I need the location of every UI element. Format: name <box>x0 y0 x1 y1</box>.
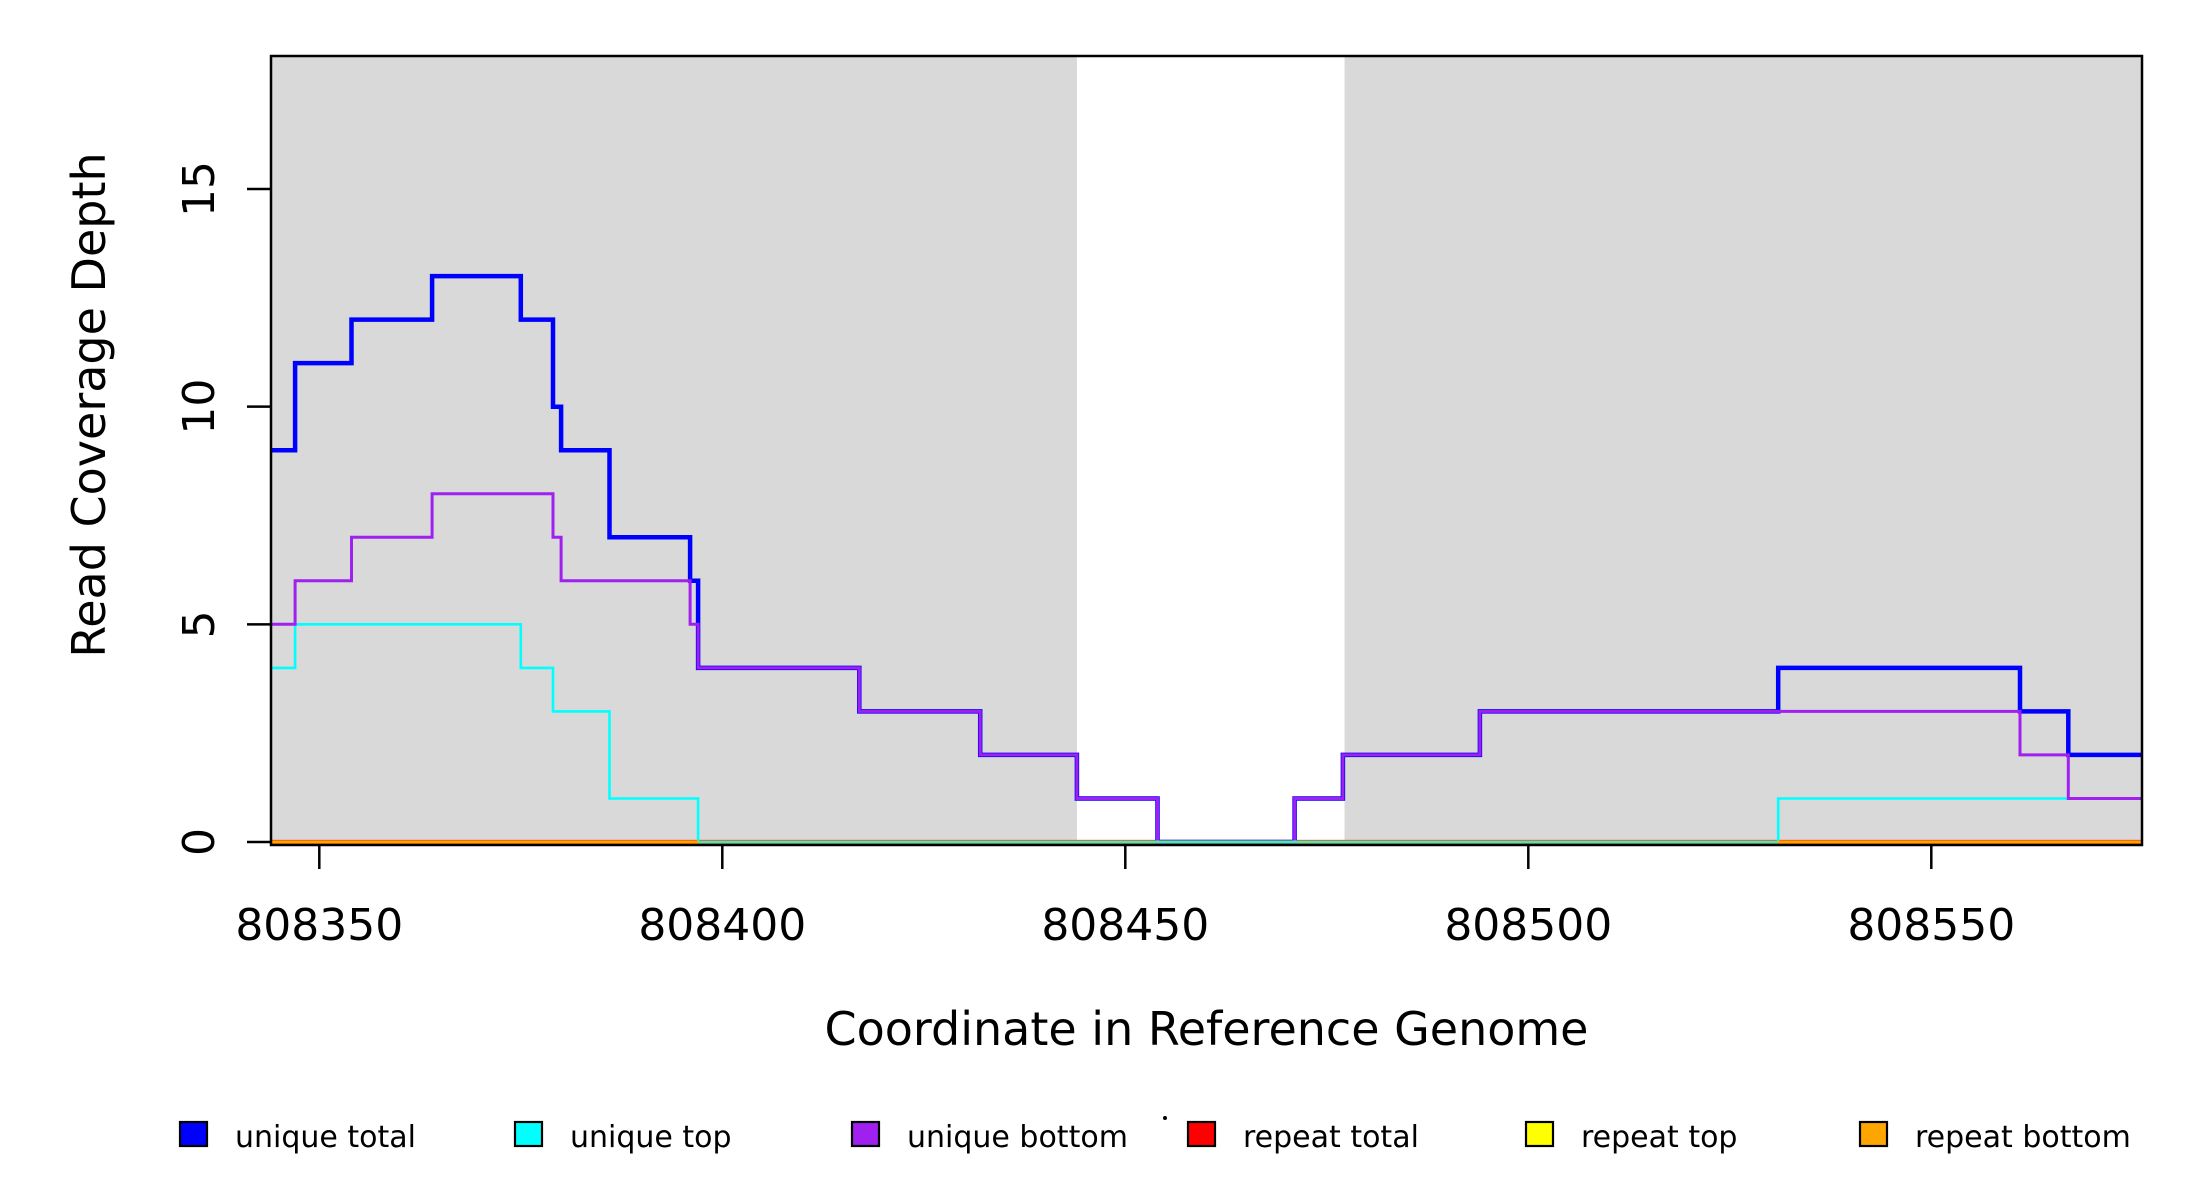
gray-block-left <box>270 56 1077 845</box>
stray-dot-artifact <box>1163 1116 1167 1120</box>
legend-swatch-repeat-top <box>1524 1120 1555 1148</box>
x-axis-tick-label: 808350 <box>235 900 403 951</box>
x-axis-title: Coordinate in Reference Genome <box>825 1002 1589 1056</box>
series-line-unique-bottom <box>270 492 2143 844</box>
y-axis-tick-label: 15 <box>174 161 225 217</box>
legend-swatch-unique-top <box>513 1120 544 1148</box>
plot-box <box>269 54 2144 847</box>
legend-swatch-repeat-bottom <box>1858 1120 1889 1148</box>
legend-label-unique-bottom: unique bottom <box>907 1120 1128 1155</box>
legend-swatch-unique-bottom <box>850 1120 881 1148</box>
y-axis-title: Read Coverage Depth <box>62 152 116 657</box>
gray-block-right <box>1344 56 2143 845</box>
x-axis-tick-label: 808450 <box>1041 900 1209 951</box>
legend-swatch-unique-total <box>178 1120 209 1148</box>
legend-label-repeat-top: repeat top <box>1581 1120 1737 1155</box>
y-axis-tick-label: 10 <box>174 379 225 435</box>
x-axis-tick-label: 808550 <box>1847 900 2015 951</box>
legend-label-unique-top: unique top <box>570 1120 732 1155</box>
legend-label-repeat-total: repeat total <box>1243 1120 1419 1155</box>
legend-swatch-repeat-total <box>1186 1120 1217 1148</box>
x-axis-tick-label: 808400 <box>638 900 806 951</box>
legend-label-unique-total: unique total <box>235 1120 416 1155</box>
y-axis-tick-label: 0 <box>174 828 225 856</box>
y-axis-tick-label: 5 <box>174 610 225 638</box>
x-axis-tick-label: 808500 <box>1444 900 1612 951</box>
legend-label-repeat-bottom: repeat bottom <box>1915 1120 2131 1155</box>
